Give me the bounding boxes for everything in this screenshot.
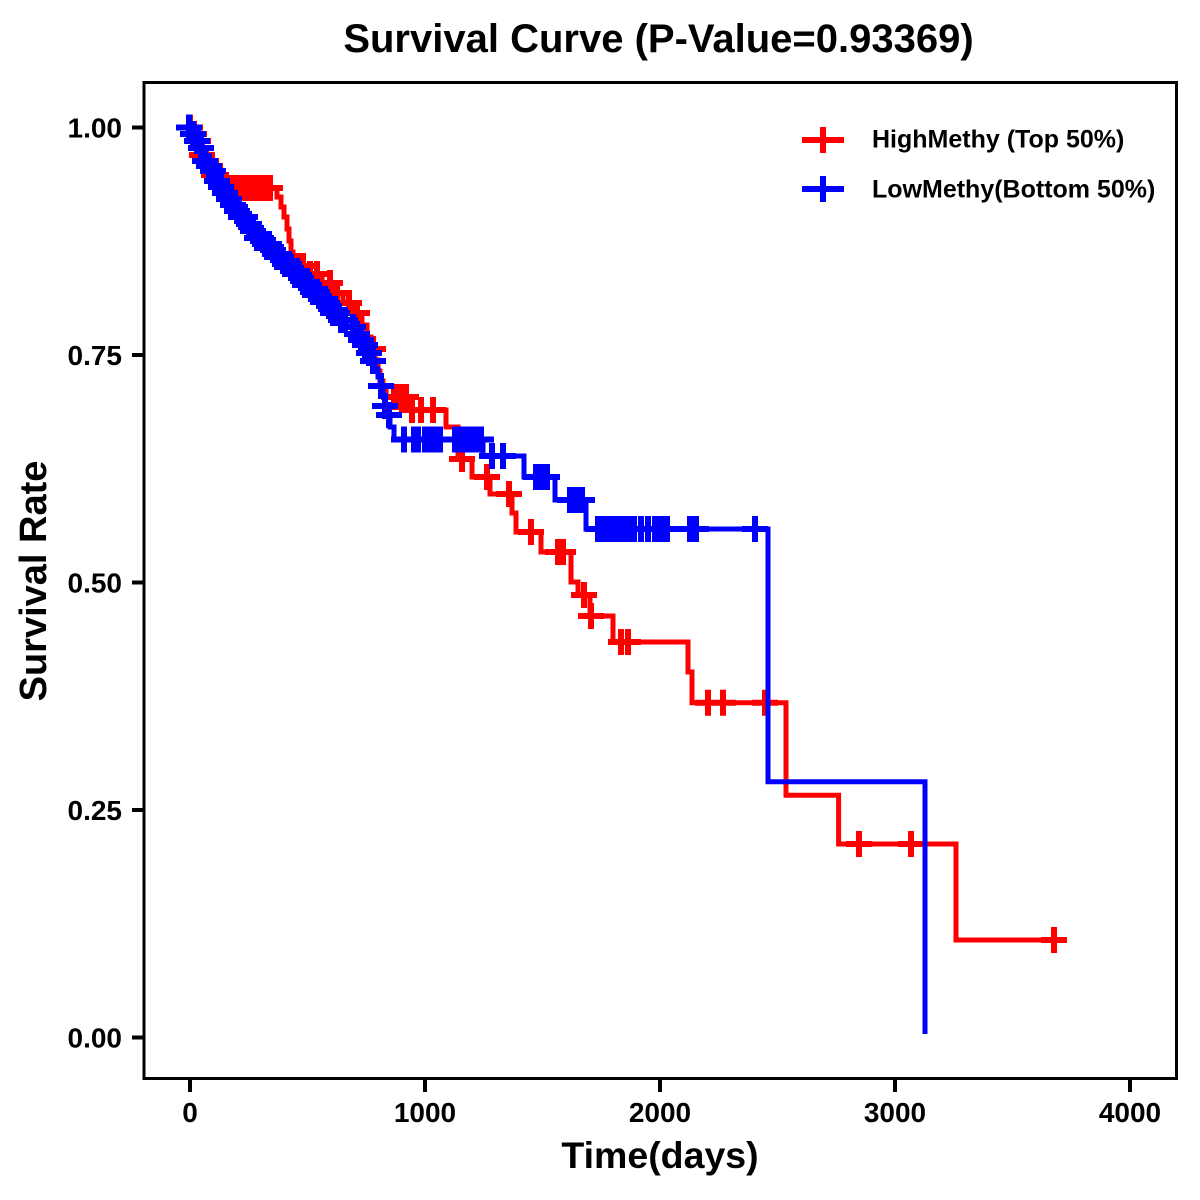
svg-text:4000: 4000	[1099, 1097, 1161, 1128]
svg-text:0.25: 0.25	[68, 795, 123, 826]
svg-text:1000: 1000	[394, 1097, 456, 1128]
svg-text:1.00: 1.00	[68, 113, 123, 144]
svg-text:3000: 3000	[864, 1097, 926, 1128]
svg-text:Survival Curve (P-Value=0.9336: Survival Curve (P-Value=0.93369)	[343, 17, 973, 61]
svg-text:LowMethy(Bottom 50%): LowMethy(Bottom 50%)	[872, 176, 1155, 204]
svg-text:0.50: 0.50	[68, 568, 123, 599]
svg-text:Time(days): Time(days)	[561, 1134, 758, 1176]
svg-text:0.00: 0.00	[68, 1023, 123, 1054]
svg-text:0.75: 0.75	[68, 340, 123, 371]
svg-text:Survival Rate: Survival Rate	[13, 461, 55, 702]
svg-text:HighMethy (Top 50%): HighMethy (Top 50%)	[872, 126, 1124, 154]
svg-text:0: 0	[182, 1097, 198, 1128]
svg-text:2000: 2000	[629, 1097, 691, 1128]
